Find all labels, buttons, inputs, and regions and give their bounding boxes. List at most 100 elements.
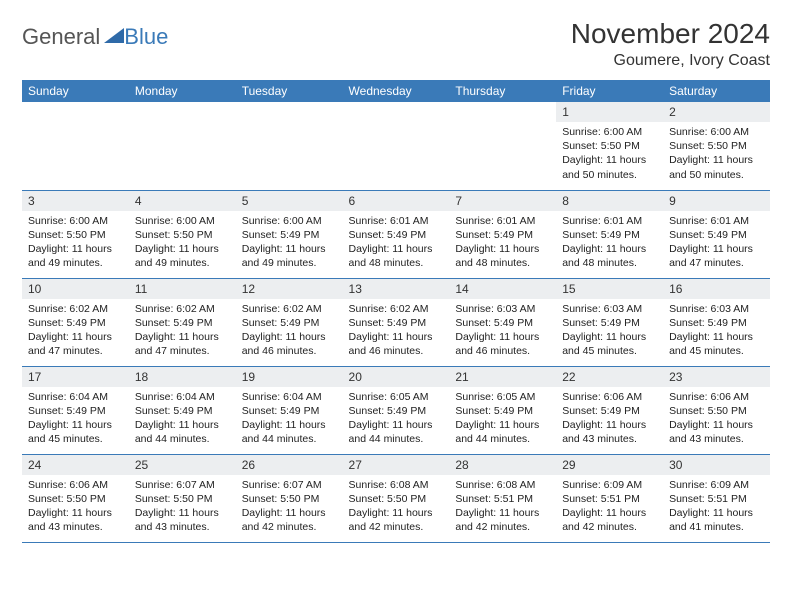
day-number: 4 <box>129 191 236 211</box>
day-details: Sunrise: 6:09 AMSunset: 5:51 PMDaylight:… <box>663 475 770 539</box>
day-header: Wednesday <box>343 80 450 102</box>
day-details: Sunrise: 6:06 AMSunset: 5:50 PMDaylight:… <box>663 387 770 451</box>
calendar-week: 3Sunrise: 6:00 AMSunset: 5:50 PMDaylight… <box>22 190 770 278</box>
calendar-cell: 12Sunrise: 6:02 AMSunset: 5:49 PMDayligh… <box>236 278 343 366</box>
day-details: Sunrise: 6:00 AMSunset: 5:50 PMDaylight:… <box>129 211 236 275</box>
day-header: Friday <box>556 80 663 102</box>
calendar-cell: 15Sunrise: 6:03 AMSunset: 5:49 PMDayligh… <box>556 278 663 366</box>
day-number: 24 <box>22 455 129 475</box>
day-number: 22 <box>556 367 663 387</box>
day-number: 27 <box>343 455 450 475</box>
day-number: 17 <box>22 367 129 387</box>
calendar-week: 1Sunrise: 6:00 AMSunset: 5:50 PMDaylight… <box>22 102 770 190</box>
day-number: 9 <box>663 191 770 211</box>
logo-word-2: Blue <box>124 24 168 50</box>
day-header: Saturday <box>663 80 770 102</box>
day-number: 14 <box>449 279 556 299</box>
day-details: Sunrise: 6:04 AMSunset: 5:49 PMDaylight:… <box>22 387 129 451</box>
header: General Blue November 2024 Goumere, Ivor… <box>22 18 770 70</box>
calendar-cell <box>22 102 129 190</box>
day-number: 23 <box>663 367 770 387</box>
calendar-cell: 7Sunrise: 6:01 AMSunset: 5:49 PMDaylight… <box>449 190 556 278</box>
calendar-cell <box>343 102 450 190</box>
day-number: 11 <box>129 279 236 299</box>
day-number: 19 <box>236 367 343 387</box>
logo: General Blue <box>22 18 168 50</box>
day-details: Sunrise: 6:03 AMSunset: 5:49 PMDaylight:… <box>663 299 770 363</box>
day-number: 18 <box>129 367 236 387</box>
day-details: Sunrise: 6:07 AMSunset: 5:50 PMDaylight:… <box>129 475 236 539</box>
day-details: Sunrise: 6:03 AMSunset: 5:49 PMDaylight:… <box>449 299 556 363</box>
day-details: Sunrise: 6:06 AMSunset: 5:50 PMDaylight:… <box>22 475 129 539</box>
day-details: Sunrise: 6:09 AMSunset: 5:51 PMDaylight:… <box>556 475 663 539</box>
calendar-cell <box>236 102 343 190</box>
day-details: Sunrise: 6:02 AMSunset: 5:49 PMDaylight:… <box>129 299 236 363</box>
day-details: Sunrise: 6:03 AMSunset: 5:49 PMDaylight:… <box>556 299 663 363</box>
day-details: Sunrise: 6:01 AMSunset: 5:49 PMDaylight:… <box>343 211 450 275</box>
day-details: Sunrise: 6:00 AMSunset: 5:49 PMDaylight:… <box>236 211 343 275</box>
day-number: 10 <box>22 279 129 299</box>
calendar-cell: 27Sunrise: 6:08 AMSunset: 5:50 PMDayligh… <box>343 454 450 542</box>
calendar-cell: 29Sunrise: 6:09 AMSunset: 5:51 PMDayligh… <box>556 454 663 542</box>
day-details: Sunrise: 6:08 AMSunset: 5:51 PMDaylight:… <box>449 475 556 539</box>
day-details: Sunrise: 6:00 AMSunset: 5:50 PMDaylight:… <box>663 122 770 186</box>
day-number: 29 <box>556 455 663 475</box>
calendar-cell: 8Sunrise: 6:01 AMSunset: 5:49 PMDaylight… <box>556 190 663 278</box>
title-block: November 2024 Goumere, Ivory Coast <box>571 18 770 70</box>
day-header-row: SundayMondayTuesdayWednesdayThursdayFrid… <box>22 80 770 102</box>
calendar-cell: 26Sunrise: 6:07 AMSunset: 5:50 PMDayligh… <box>236 454 343 542</box>
day-number: 16 <box>663 279 770 299</box>
day-number: 20 <box>343 367 450 387</box>
day-number: 25 <box>129 455 236 475</box>
calendar-cell: 20Sunrise: 6:05 AMSunset: 5:49 PMDayligh… <box>343 366 450 454</box>
calendar-cell: 3Sunrise: 6:00 AMSunset: 5:50 PMDaylight… <box>22 190 129 278</box>
calendar-week: 17Sunrise: 6:04 AMSunset: 5:49 PMDayligh… <box>22 366 770 454</box>
day-details: Sunrise: 6:07 AMSunset: 5:50 PMDaylight:… <box>236 475 343 539</box>
day-details: Sunrise: 6:04 AMSunset: 5:49 PMDaylight:… <box>236 387 343 451</box>
day-details: Sunrise: 6:02 AMSunset: 5:49 PMDaylight:… <box>236 299 343 363</box>
calendar-cell: 28Sunrise: 6:08 AMSunset: 5:51 PMDayligh… <box>449 454 556 542</box>
day-details: Sunrise: 6:01 AMSunset: 5:49 PMDaylight:… <box>556 211 663 275</box>
day-details: Sunrise: 6:05 AMSunset: 5:49 PMDaylight:… <box>449 387 556 451</box>
calendar-cell: 18Sunrise: 6:04 AMSunset: 5:49 PMDayligh… <box>129 366 236 454</box>
day-number: 8 <box>556 191 663 211</box>
day-number: 2 <box>663 102 770 122</box>
location: Goumere, Ivory Coast <box>571 52 770 70</box>
calendar-cell: 17Sunrise: 6:04 AMSunset: 5:49 PMDayligh… <box>22 366 129 454</box>
calendar-cell: 5Sunrise: 6:00 AMSunset: 5:49 PMDaylight… <box>236 190 343 278</box>
calendar-cell: 25Sunrise: 6:07 AMSunset: 5:50 PMDayligh… <box>129 454 236 542</box>
day-number: 28 <box>449 455 556 475</box>
calendar-cell: 2Sunrise: 6:00 AMSunset: 5:50 PMDaylight… <box>663 102 770 190</box>
calendar-week: 24Sunrise: 6:06 AMSunset: 5:50 PMDayligh… <box>22 454 770 542</box>
calendar-cell: 21Sunrise: 6:05 AMSunset: 5:49 PMDayligh… <box>449 366 556 454</box>
calendar-cell: 13Sunrise: 6:02 AMSunset: 5:49 PMDayligh… <box>343 278 450 366</box>
day-number: 26 <box>236 455 343 475</box>
day-number: 5 <box>236 191 343 211</box>
day-number: 1 <box>556 102 663 122</box>
calendar-cell: 1Sunrise: 6:00 AMSunset: 5:50 PMDaylight… <box>556 102 663 190</box>
calendar-cell: 9Sunrise: 6:01 AMSunset: 5:49 PMDaylight… <box>663 190 770 278</box>
logo-word-1: General <box>22 24 100 50</box>
day-details: Sunrise: 6:02 AMSunset: 5:49 PMDaylight:… <box>22 299 129 363</box>
day-number: 30 <box>663 455 770 475</box>
calendar-cell: 30Sunrise: 6:09 AMSunset: 5:51 PMDayligh… <box>663 454 770 542</box>
calendar-cell: 19Sunrise: 6:04 AMSunset: 5:49 PMDayligh… <box>236 366 343 454</box>
calendar-cell: 24Sunrise: 6:06 AMSunset: 5:50 PMDayligh… <box>22 454 129 542</box>
calendar-cell: 4Sunrise: 6:00 AMSunset: 5:50 PMDaylight… <box>129 190 236 278</box>
logo-triangle-icon <box>104 28 124 46</box>
day-number: 6 <box>343 191 450 211</box>
day-number: 21 <box>449 367 556 387</box>
calendar-cell: 23Sunrise: 6:06 AMSunset: 5:50 PMDayligh… <box>663 366 770 454</box>
day-number: 3 <box>22 191 129 211</box>
day-details: Sunrise: 6:01 AMSunset: 5:49 PMDaylight:… <box>449 211 556 275</box>
day-header: Sunday <box>22 80 129 102</box>
calendar-cell: 11Sunrise: 6:02 AMSunset: 5:49 PMDayligh… <box>129 278 236 366</box>
day-details: Sunrise: 6:01 AMSunset: 5:49 PMDaylight:… <box>663 211 770 275</box>
calendar-table: SundayMondayTuesdayWednesdayThursdayFrid… <box>22 80 770 543</box>
calendar-week: 10Sunrise: 6:02 AMSunset: 5:49 PMDayligh… <box>22 278 770 366</box>
calendar-body: 1Sunrise: 6:00 AMSunset: 5:50 PMDaylight… <box>22 102 770 542</box>
calendar-cell: 14Sunrise: 6:03 AMSunset: 5:49 PMDayligh… <box>449 278 556 366</box>
day-details: Sunrise: 6:02 AMSunset: 5:49 PMDaylight:… <box>343 299 450 363</box>
calendar-cell <box>129 102 236 190</box>
day-details: Sunrise: 6:05 AMSunset: 5:49 PMDaylight:… <box>343 387 450 451</box>
